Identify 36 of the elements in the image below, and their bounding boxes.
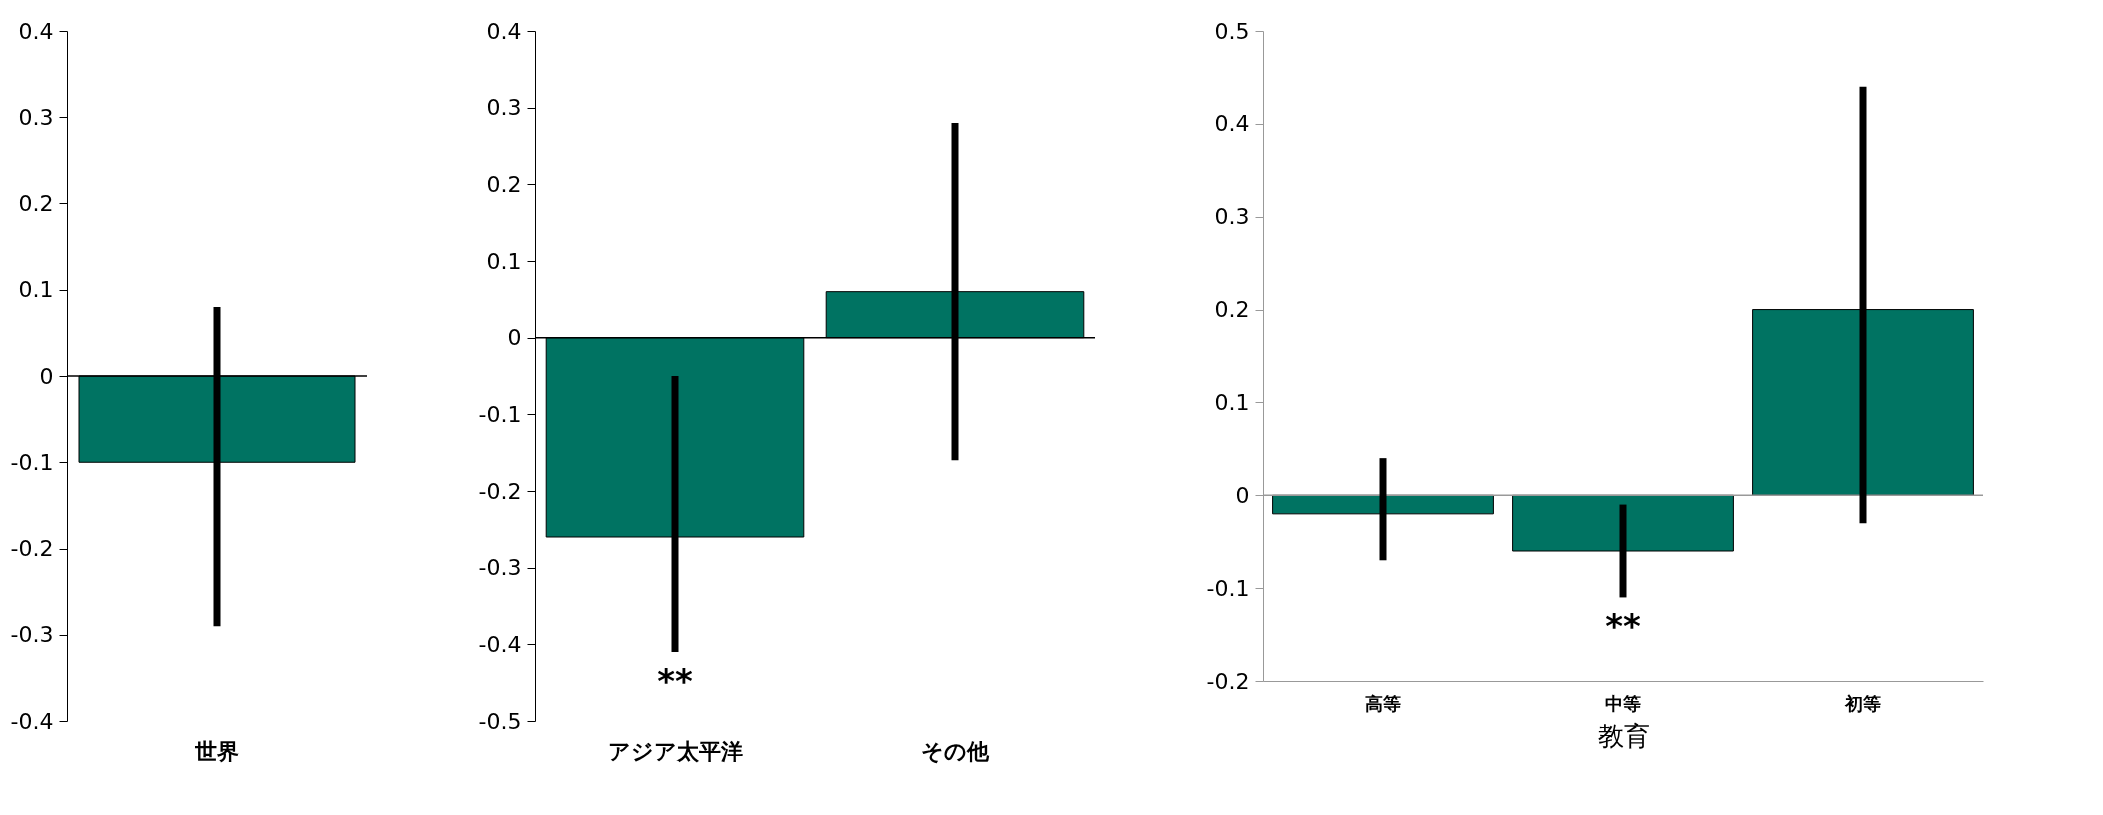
y-tick-label: 0.1 <box>486 248 522 274</box>
y-tick-label: 0.2 <box>18 191 54 216</box>
y-tick-label: 0 <box>507 325 522 351</box>
x-tick-label: その他 <box>921 738 990 764</box>
y-tick-label: 0.5 <box>1214 18 1250 44</box>
y-tick-label: -0.1 <box>1206 575 1250 601</box>
y-tick-label: -0.4 <box>478 631 522 657</box>
x-tick-label: 初等 <box>1844 692 1881 714</box>
y-tick-label: 0 <box>39 363 54 389</box>
y-tick-label: -0.2 <box>1206 668 1250 694</box>
y-tick-label: -0.1 <box>10 449 54 475</box>
y-tick-label: -0.1 <box>478 401 522 427</box>
x-tick-label: 世界 <box>194 738 239 764</box>
y-tick-label: 0.3 <box>486 95 522 121</box>
y-tick-label: 0.1 <box>1214 389 1250 415</box>
y-tick-label: -0.4 <box>10 708 54 734</box>
x-tick-label: アジア太平洋 <box>607 738 743 764</box>
y-tick-label: 0.2 <box>486 171 522 197</box>
annotation: ** <box>657 661 693 701</box>
x-axis-title: 教育 <box>1597 720 1650 751</box>
y-tick-label: 0.2 <box>1214 297 1250 323</box>
y-tick-label: 0.3 <box>1214 204 1250 230</box>
y-tick-label: 0.4 <box>18 18 54 44</box>
y-tick-label: -0.2 <box>10 536 54 561</box>
y-tick-label: 0.3 <box>18 104 54 130</box>
y-tick-label: 0 <box>1235 482 1250 508</box>
y-tick-label: 0.4 <box>1214 111 1250 137</box>
y-tick-label: -0.3 <box>478 555 522 581</box>
y-tick-label: 0.4 <box>486 18 522 44</box>
y-tick-label: -0.2 <box>478 478 522 504</box>
x-tick-label: 中等 <box>1605 692 1641 714</box>
annotation: ** <box>1605 606 1641 647</box>
y-tick-label: -0.3 <box>10 622 54 648</box>
x-tick-label: 高等 <box>1365 692 1401 714</box>
y-tick-label: 0.1 <box>18 277 54 303</box>
y-tick-label: -0.5 <box>478 708 522 734</box>
